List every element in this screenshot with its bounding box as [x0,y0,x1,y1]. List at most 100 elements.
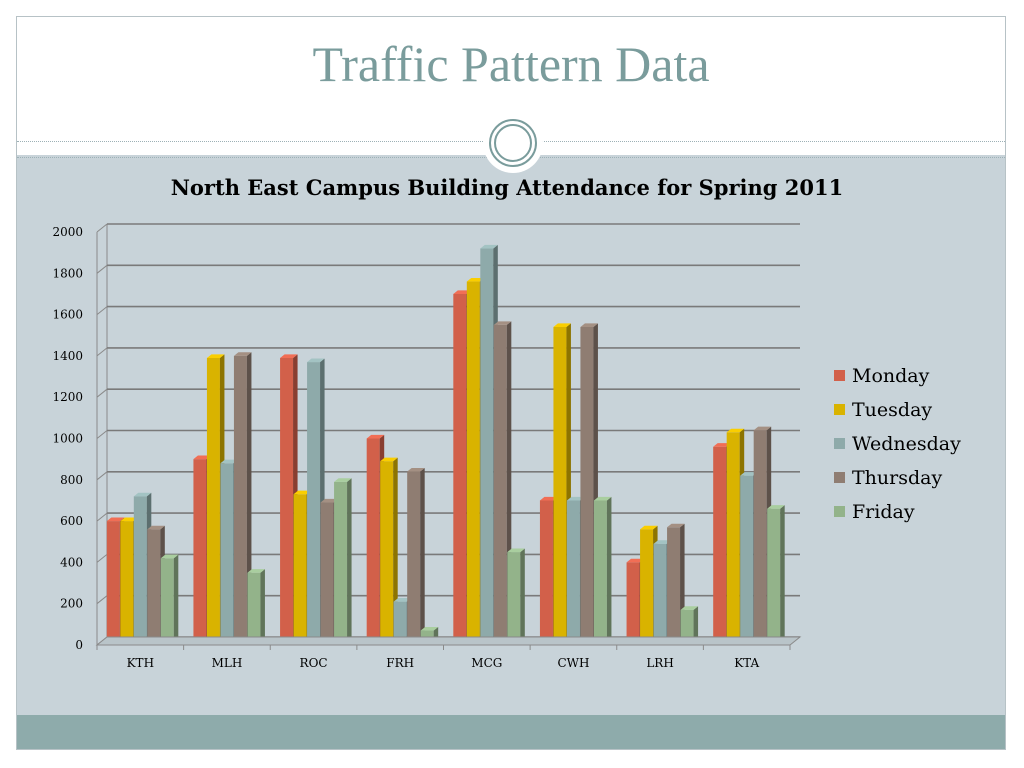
bar-top [147,525,165,530]
bar-top [480,244,498,249]
bar-front [667,527,681,645]
bar-front [220,463,234,645]
bar-front [293,494,307,645]
legend: Monday Tuesday Wednesday Thursday Friday [834,365,961,523]
bar-friday-kta [767,505,785,645]
legend-label: Wednesday [852,433,961,455]
bar-front [566,500,580,645]
x-tick-label: MCG [471,656,502,670]
y-tick-label: 1000 [52,432,83,446]
bar-front [366,438,380,645]
axis-layer: 0 200 400 600 800 1000 1200 1400 1600 1800 2000 KTH… [52,225,802,670]
bar-top [566,496,585,501]
circle-ornament-icon [485,115,541,171]
bar-top [553,323,571,327]
x-tick-label: CWH [557,656,589,670]
bar-top [740,472,758,476]
bar-front [393,601,407,645]
gridline-depth [96,512,108,522]
legend-swatch [834,472,845,483]
bar-front [193,459,207,645]
bar-top [293,490,312,495]
legend-label: Monday [852,365,930,387]
bar-front [160,558,174,645]
bar-top [713,443,731,447]
bar-friday-kth [160,554,179,645]
bar-top [539,496,558,501]
y-tick-label: 1800 [52,266,83,280]
gridline-depth [96,595,108,605]
bar-top [206,354,225,358]
bar-side [420,467,425,645]
bar-top [307,358,325,363]
x-tick-label: KTA [734,656,759,670]
bar-front [120,521,134,645]
bar-front [640,529,654,645]
bar-side [780,505,785,645]
bar-front [626,562,640,645]
bar-top [653,540,672,544]
bar-front [593,500,607,645]
bar-top [160,554,179,559]
legend-label: Thursday [852,467,942,489]
bar-top [393,598,412,602]
bar-side [173,554,179,645]
bar-tuesday-frh [380,457,398,645]
bar-front [713,446,727,645]
bar-front [680,609,694,645]
bar-front [380,461,394,645]
bar-friday-roc [334,478,352,645]
bar-front [753,430,767,645]
slide: Traffic Pattern Data [16,16,1006,750]
bars-layer [106,244,785,646]
footer-band [17,715,1005,749]
bar-top [366,434,385,439]
bar-front [740,475,754,645]
y-tick-label: 1600 [52,308,83,322]
bar-top [220,459,238,464]
bar-front [767,508,781,645]
gridline-depth [96,471,108,481]
bar-side [260,569,265,645]
bar-top [247,569,265,573]
legend-item-friday: Friday [834,501,915,523]
bar-front [307,362,321,645]
bar-top [334,478,352,482]
bar-front [507,552,521,645]
bar-top [120,517,138,522]
bar-top [767,505,785,509]
bar-top [320,498,339,503]
bar-front [233,355,247,645]
x-tick-label: ROC [300,656,328,670]
bar-front [480,248,494,645]
y-tick-label: 600 [60,514,83,528]
x-tick-label: KTH [127,656,154,670]
ornament-inner-ring [494,124,532,162]
bar-front [407,471,421,645]
bar-thursday-frh [407,467,425,645]
legend-swatch [834,506,845,517]
bar-top [133,492,152,497]
bar-top [493,321,512,325]
legend-item-thursday: Thursday [834,467,942,489]
bar-friday-cwh [593,496,612,645]
bar-front [147,529,161,645]
gridline-depth [96,223,108,233]
bar-side [693,606,699,645]
bar-top [626,558,645,563]
gridline-depth [96,430,108,439]
gridline-depth [96,554,108,563]
x-tick-label: MLH [212,656,243,670]
y-tick-label: 1400 [52,349,83,363]
bar-top [680,606,699,610]
bar-front [493,324,507,645]
bar-top [233,352,252,356]
bar-front [106,521,120,645]
bar-top [507,548,525,553]
legend-label: Tuesday [852,399,932,421]
gridline-depth [96,388,108,398]
y-tick-label: 0 [75,638,83,652]
legend-swatch [834,370,845,381]
bar-top [453,290,471,294]
